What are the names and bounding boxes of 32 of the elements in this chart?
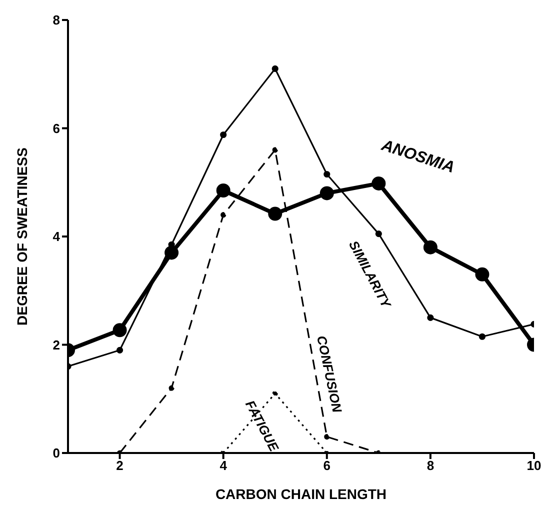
point bbox=[112, 323, 127, 338]
point bbox=[220, 212, 226, 218]
point bbox=[272, 390, 278, 396]
point bbox=[324, 170, 330, 178]
point bbox=[475, 267, 490, 282]
x-axis-title: CARBON CHAIN LENGTH bbox=[215, 486, 387, 502]
point bbox=[320, 186, 334, 200]
point bbox=[220, 131, 227, 138]
point bbox=[168, 385, 174, 391]
point bbox=[423, 240, 438, 254]
point bbox=[324, 434, 330, 440]
x-tick-label: 2 bbox=[116, 458, 124, 474]
point bbox=[268, 206, 282, 221]
y-tick-label: 4 bbox=[52, 229, 61, 244]
point bbox=[372, 176, 386, 190]
point bbox=[116, 346, 124, 354]
x-tick-label: 10 bbox=[526, 458, 542, 474]
point bbox=[478, 333, 486, 340]
point bbox=[272, 147, 278, 153]
y-tick-label: 0 bbox=[52, 446, 60, 461]
point bbox=[216, 183, 230, 198]
point bbox=[272, 65, 278, 72]
point bbox=[427, 314, 434, 321]
x-tick-label: 8 bbox=[426, 458, 434, 474]
y-tick-label: 6 bbox=[52, 120, 60, 136]
x-tick-label: 6 bbox=[323, 458, 331, 474]
y-axis-title: DEGREE OF SWEATINESS bbox=[14, 148, 30, 326]
point bbox=[375, 230, 382, 238]
point bbox=[164, 246, 179, 260]
y-tick-label: 2 bbox=[52, 337, 60, 352]
y-tick-label: 8 bbox=[52, 12, 60, 28]
x-tick-label: 4 bbox=[220, 458, 228, 474]
